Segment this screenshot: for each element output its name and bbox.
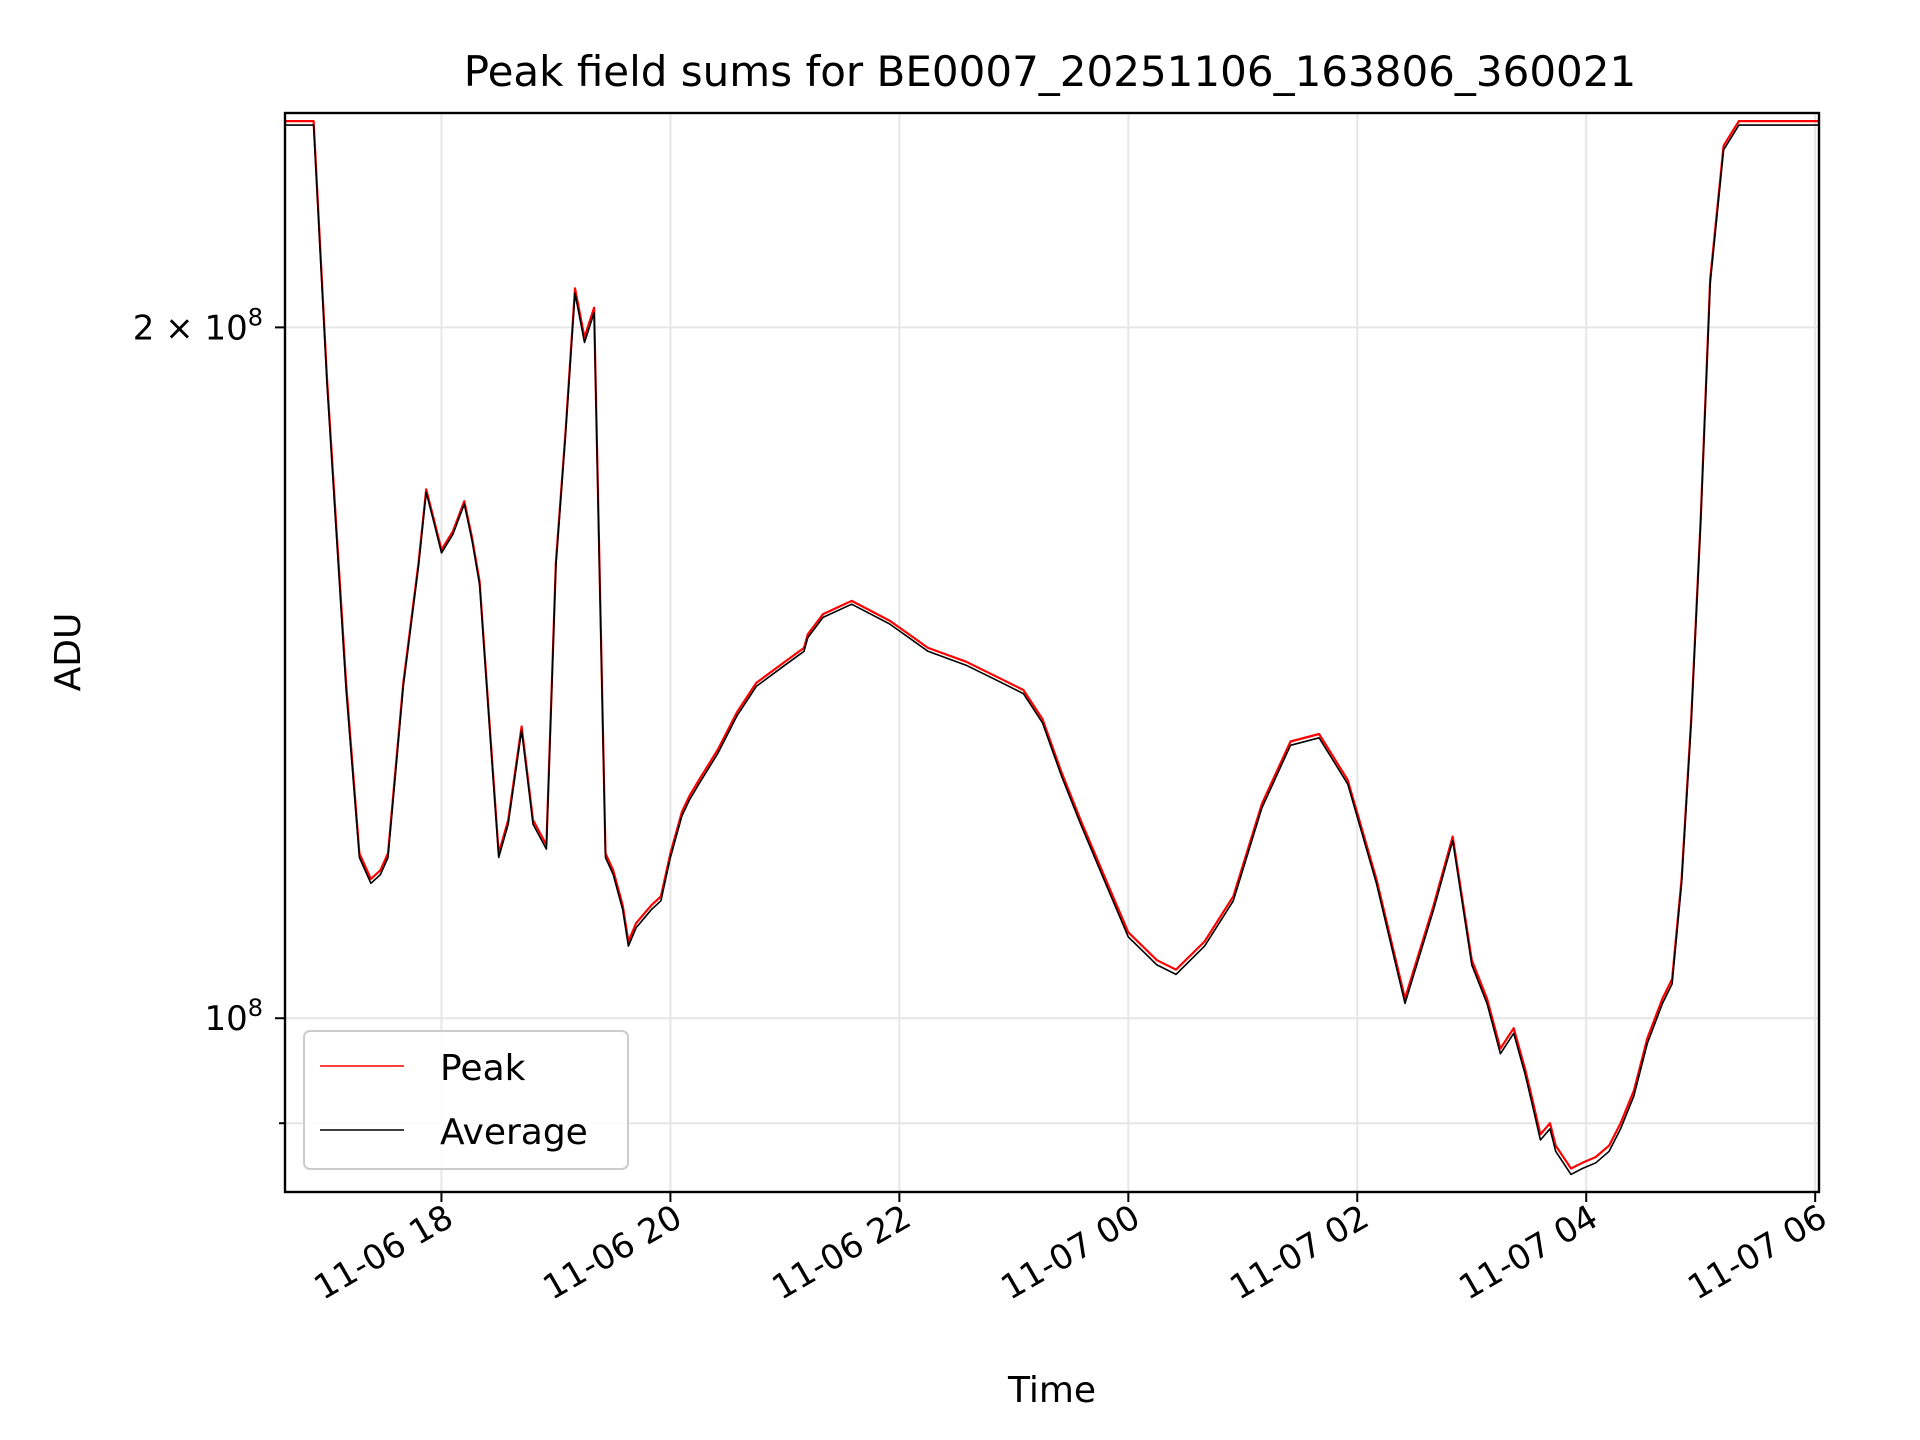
y-axis: 108 2 × 108	[133, 303, 285, 1125]
chart-title: Peak field sums for BE0007_20251106_1638…	[464, 47, 1636, 96]
y-tick-label: 2 × 108	[133, 303, 263, 348]
x-tick-label: 11-07 04	[1452, 1197, 1604, 1308]
y-axis-label: ADU	[48, 613, 89, 692]
plot-frame	[283, 111, 1821, 1194]
series-line-peak	[285, 119, 1819, 1170]
x-tick-label: 11-07 06	[1681, 1197, 1833, 1308]
legend-average-label: Average	[440, 1112, 588, 1153]
series-line-average	[285, 124, 1819, 1176]
x-axis: 11-06 18 11-06 20 11-06 22 11-07 00 11-07 02…	[308, 1192, 1834, 1308]
x-axis-label: Time	[1007, 1370, 1096, 1411]
x-tick-label: 11-06 22	[765, 1197, 917, 1308]
x-tick-label: 11-07 00	[994, 1197, 1146, 1308]
legend-peak-label: Peak	[440, 1048, 526, 1089]
legend: Peak Average	[303, 1030, 629, 1170]
y-tick-label: 108	[204, 994, 263, 1039]
x-tick-label: 11-06 20	[537, 1197, 689, 1308]
x-tick-label: 11-06 18	[308, 1197, 460, 1308]
grid	[285, 113, 1819, 1192]
x-tick-label: 11-07 02	[1223, 1197, 1375, 1308]
plot-series	[285, 119, 1819, 1176]
